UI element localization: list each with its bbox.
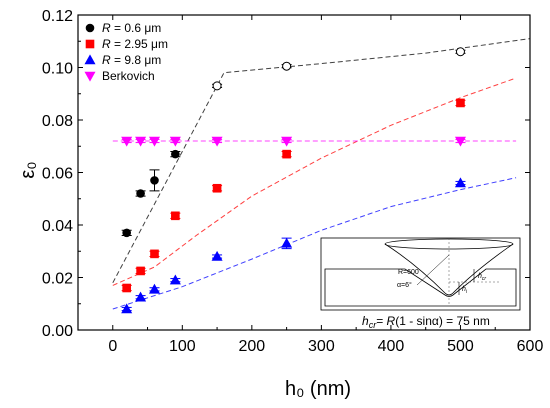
fit-line-r-9-8-m (112, 177, 517, 310)
x-tick-label: 200 (238, 338, 265, 355)
legend-marker-r-2-95-m (85, 39, 95, 49)
indenter-cone-sides (384, 243, 514, 294)
point-berkovich (121, 136, 133, 147)
point-r-2-95-m (136, 266, 145, 276)
legend-marker-berkovich (84, 71, 96, 82)
y-tick-label: 0.02 (42, 271, 73, 288)
legend-label-r-0-6-m: R = 0.6 μm (102, 21, 161, 35)
specimen-surface (324, 268, 517, 307)
point-r-0-6-m (171, 149, 180, 159)
point-r-9-8-m (211, 250, 223, 261)
axes: 0 100 200 300 400 500 600 0.00 0.02 0.04 0.06 0.08 0… (42, 8, 544, 355)
inset-label-hcr: hcr (478, 273, 486, 282)
point-r-2-95-m (171, 211, 180, 221)
inset-label-r: R=600 (398, 269, 419, 276)
point-r-0-6-m (455, 47, 465, 57)
point-r-0-6-m (212, 81, 222, 91)
fit-line-r-2-95-m (112, 77, 517, 286)
y-tick-label: 0.10 (42, 61, 73, 78)
point-r-2-95-m (456, 98, 465, 108)
point-r-9-8-m (148, 283, 161, 294)
y-tick-label: 0.08 (42, 113, 73, 130)
data-points (121, 47, 466, 314)
x-tick-label: 0 (108, 338, 117, 355)
legend-label-r-2-95-m: R = 2.95 μm (102, 37, 168, 51)
y-tick-label: 0.06 (42, 166, 73, 183)
inset-formula: hcr= R(1 - sinα) = 75 nm (362, 314, 490, 330)
x-axis-title: h₀ (nm) (285, 378, 351, 400)
point-berkovich (148, 136, 161, 147)
point-berkovich (211, 136, 223, 147)
y-tick-label: 0.04 (42, 218, 73, 235)
x-tick-label: 100 (169, 338, 196, 355)
point-berkovich (169, 136, 181, 147)
point-berkovich (281, 136, 293, 147)
point-r-0-6-m (150, 176, 159, 185)
point-berkovich (454, 136, 466, 147)
x-tick-label: 500 (447, 338, 474, 355)
inset-diagram: R=600 α=6° hcr hi hcr= R(1 - sinα) = 75 … (320, 237, 521, 330)
x-tick-label: 600 (517, 338, 544, 355)
y-tick-label: 0.00 (42, 323, 73, 340)
inset-radius-line (416, 254, 450, 286)
x-tick-label: 300 (308, 338, 335, 355)
point-r-2-95-m (122, 283, 131, 293)
point-r-9-8-m (135, 291, 147, 302)
legend-marker-r-9-8-m (84, 54, 96, 65)
point-r-0-6-m (282, 61, 292, 71)
point-r-9-8-m (454, 177, 466, 188)
point-r-0-6-m (122, 228, 131, 238)
legend: R = 0.6 μm R = 2.95 μm R = 9.8 μm Berkovich (84, 21, 168, 83)
point-r-0-6-m (136, 189, 145, 198)
point-r-9-8-m (281, 237, 293, 248)
point-r-2-95-m (212, 183, 222, 193)
point-r-9-8-m (169, 274, 181, 285)
inset-label-hi: hi (462, 286, 468, 295)
legend-label-r-9-8-m: R = 9.8 μm (102, 53, 161, 67)
point-berkovich (135, 136, 147, 147)
legend-marker-r-0-6-m (85, 23, 95, 33)
inset-frame (320, 237, 521, 311)
point-r-9-8-m (121, 303, 133, 314)
y-axis-title: ε₀ (17, 161, 39, 178)
point-r-2-95-m (150, 249, 159, 259)
x-tick-label: 400 (378, 338, 405, 355)
point-r-2-95-m (282, 149, 291, 159)
y-tick-label: 0.12 (42, 8, 73, 25)
inset-label-alpha: α=6° (397, 281, 412, 289)
legend-label-berkovich: Berkovich (102, 69, 155, 83)
